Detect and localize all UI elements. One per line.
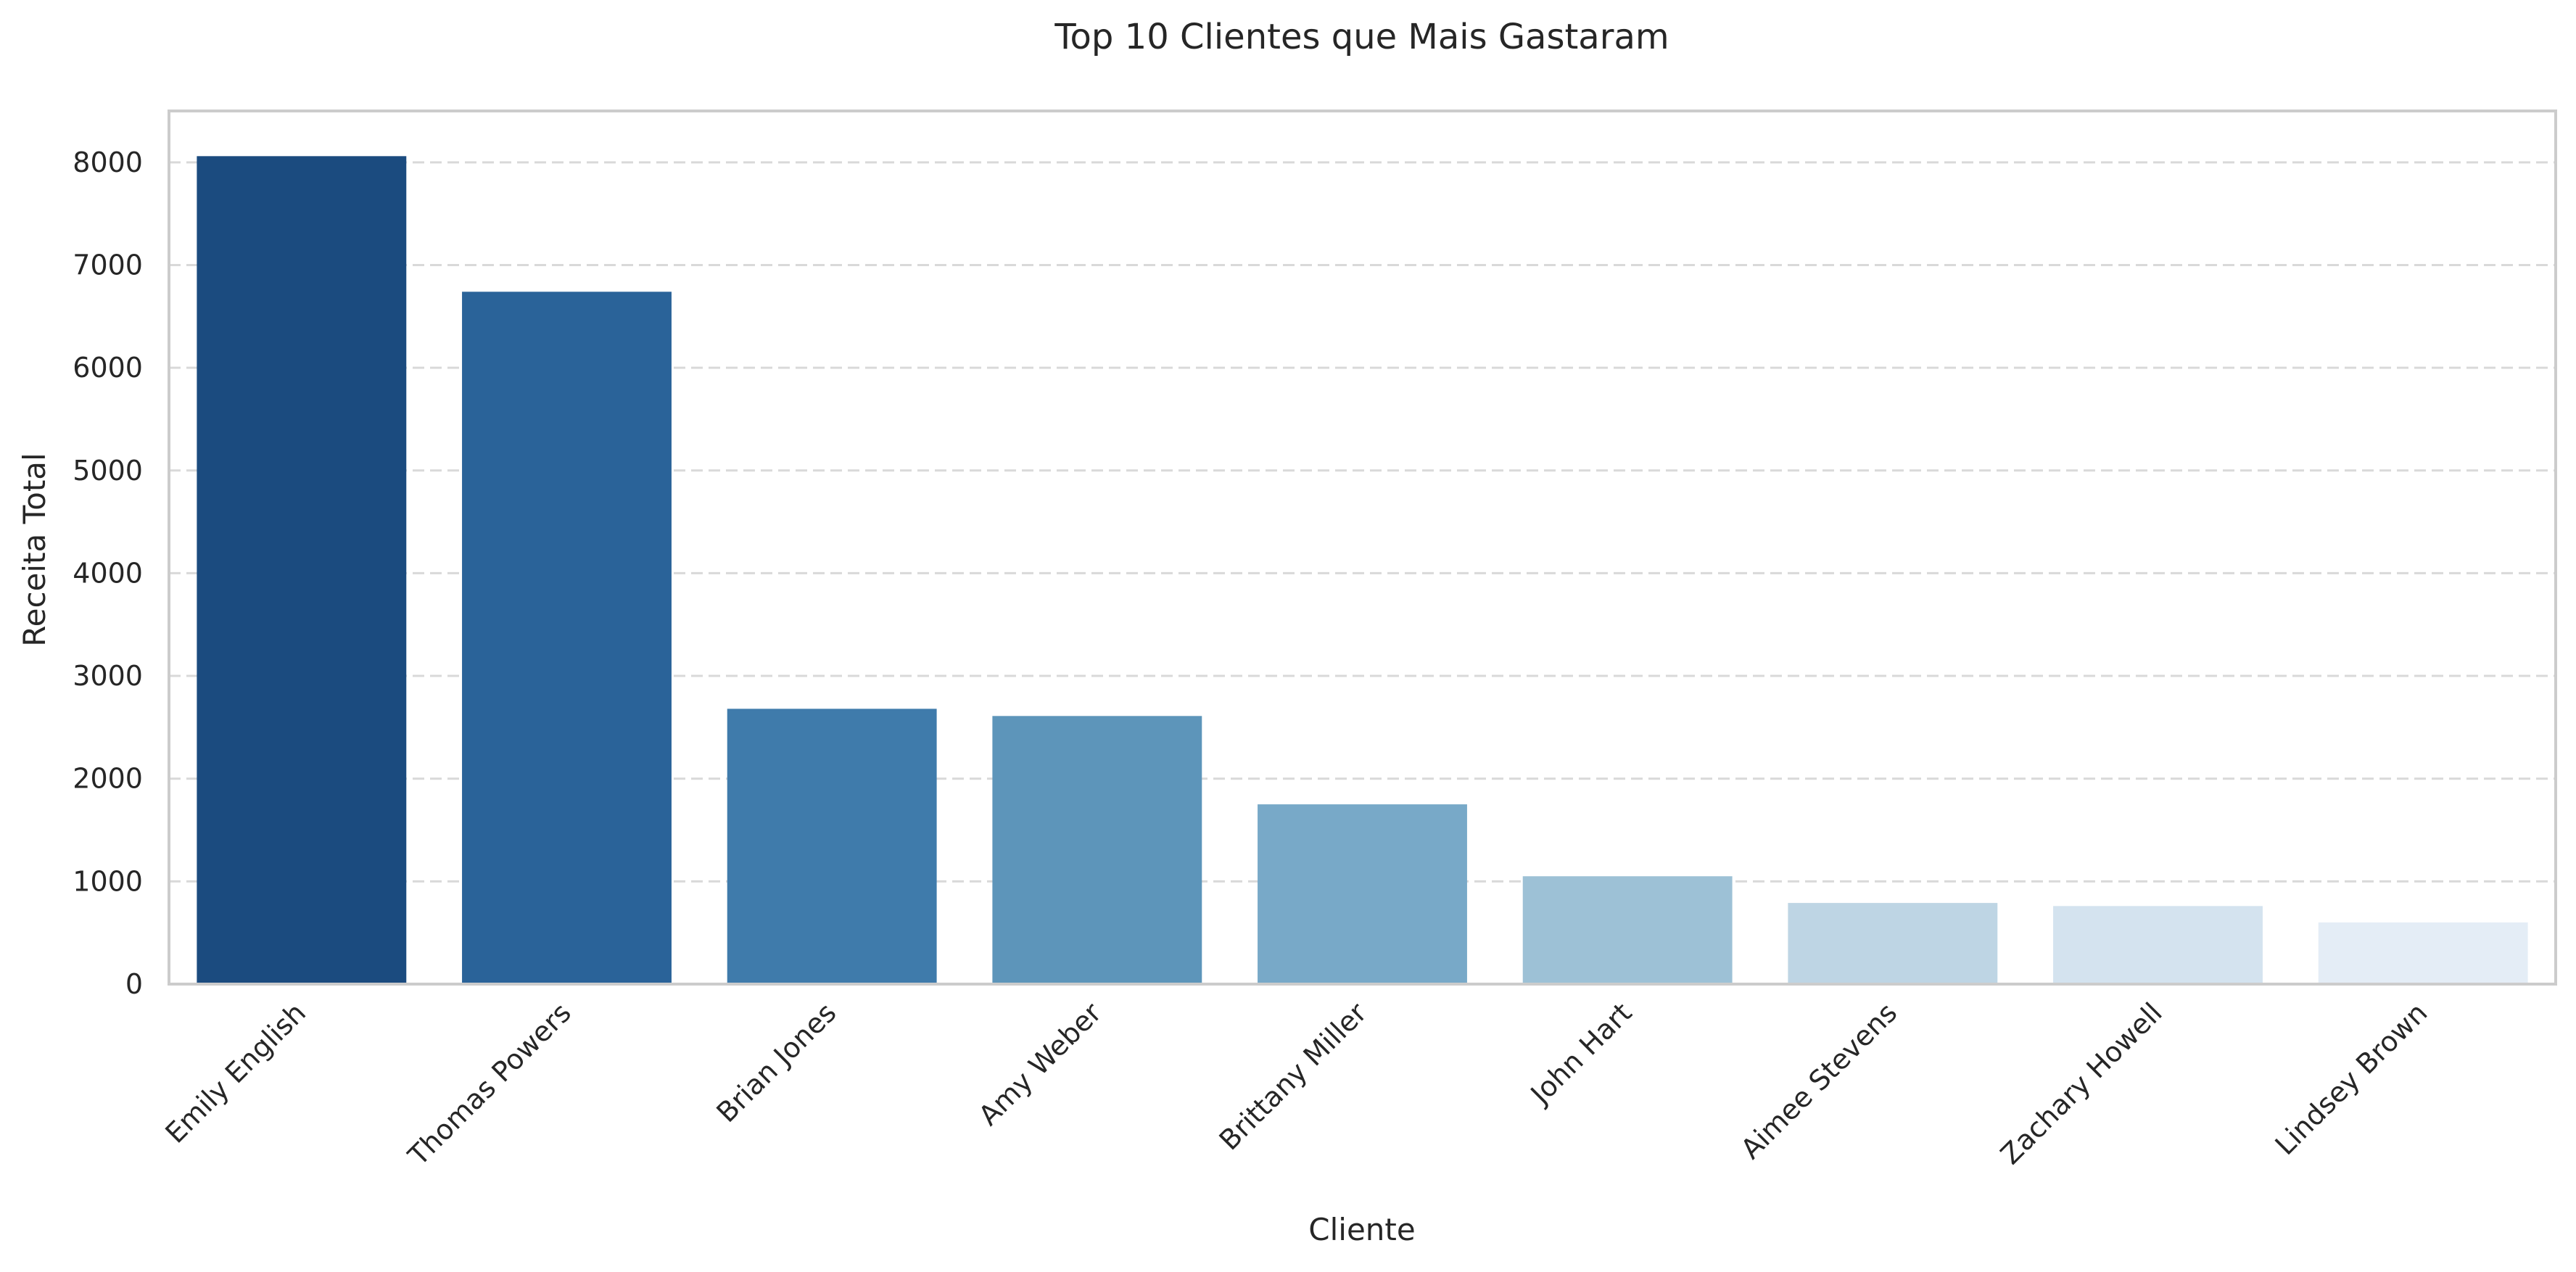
- y-axis-label: Receita Total: [17, 453, 52, 646]
- bar-amy-weber: [992, 716, 1202, 984]
- y-axis-ticks: 0 1000 2000 3000 4000 5000 6000 7000 8000: [73, 146, 143, 1000]
- y-tick-label: 5000: [73, 455, 143, 487]
- bars: [197, 156, 2528, 984]
- x-tick-label: Brian Jones: [711, 996, 843, 1128]
- x-tick-label: Emily English: [160, 996, 313, 1149]
- bar-brian-jones: [727, 709, 937, 984]
- x-axis-ticks: Emily English Thomas Powers Brian Jones Amy…: [160, 996, 2434, 1172]
- bar-aimee-stevens: [1788, 903, 1998, 984]
- y-tick-label: 1000: [73, 865, 143, 897]
- x-tick-label: Amy Weber: [973, 996, 1108, 1132]
- y-tick-label: 7000: [73, 249, 143, 281]
- bar-john-hart: [1522, 876, 1733, 984]
- bar-lindsey-brown: [2318, 922, 2528, 984]
- bar-thomas-powers: [462, 292, 672, 984]
- x-axis-label: Cliente: [1308, 1212, 1415, 1247]
- x-tick-label: Brittany Miller: [1213, 996, 1373, 1156]
- gridlines: [169, 161, 2556, 883]
- y-tick-label: 3000: [73, 660, 143, 692]
- x-tick-label: Lindsey Brown: [2269, 996, 2434, 1161]
- bar-zachary-howell: [2053, 906, 2263, 984]
- y-tick-label: 6000: [73, 352, 143, 384]
- y-tick-label: 0: [125, 968, 143, 1000]
- x-tick-label: Thomas Powers: [402, 996, 577, 1172]
- bar-emily-english: [197, 156, 407, 984]
- x-tick-label: Aimee Stevens: [1735, 996, 1903, 1165]
- bar-brittany-miller: [1258, 804, 1467, 984]
- y-tick-label: 2000: [73, 763, 143, 795]
- x-tick-label: Zachary Howell: [1994, 996, 2168, 1170]
- x-tick-label: John Hart: [1524, 996, 1638, 1111]
- plot-frame: [168, 110, 2557, 986]
- y-tick-label: 8000: [73, 146, 143, 178]
- y-tick-label: 4000: [73, 557, 143, 589]
- chart-title: Top 10 Clientes que Mais Gastaram: [1054, 17, 1669, 57]
